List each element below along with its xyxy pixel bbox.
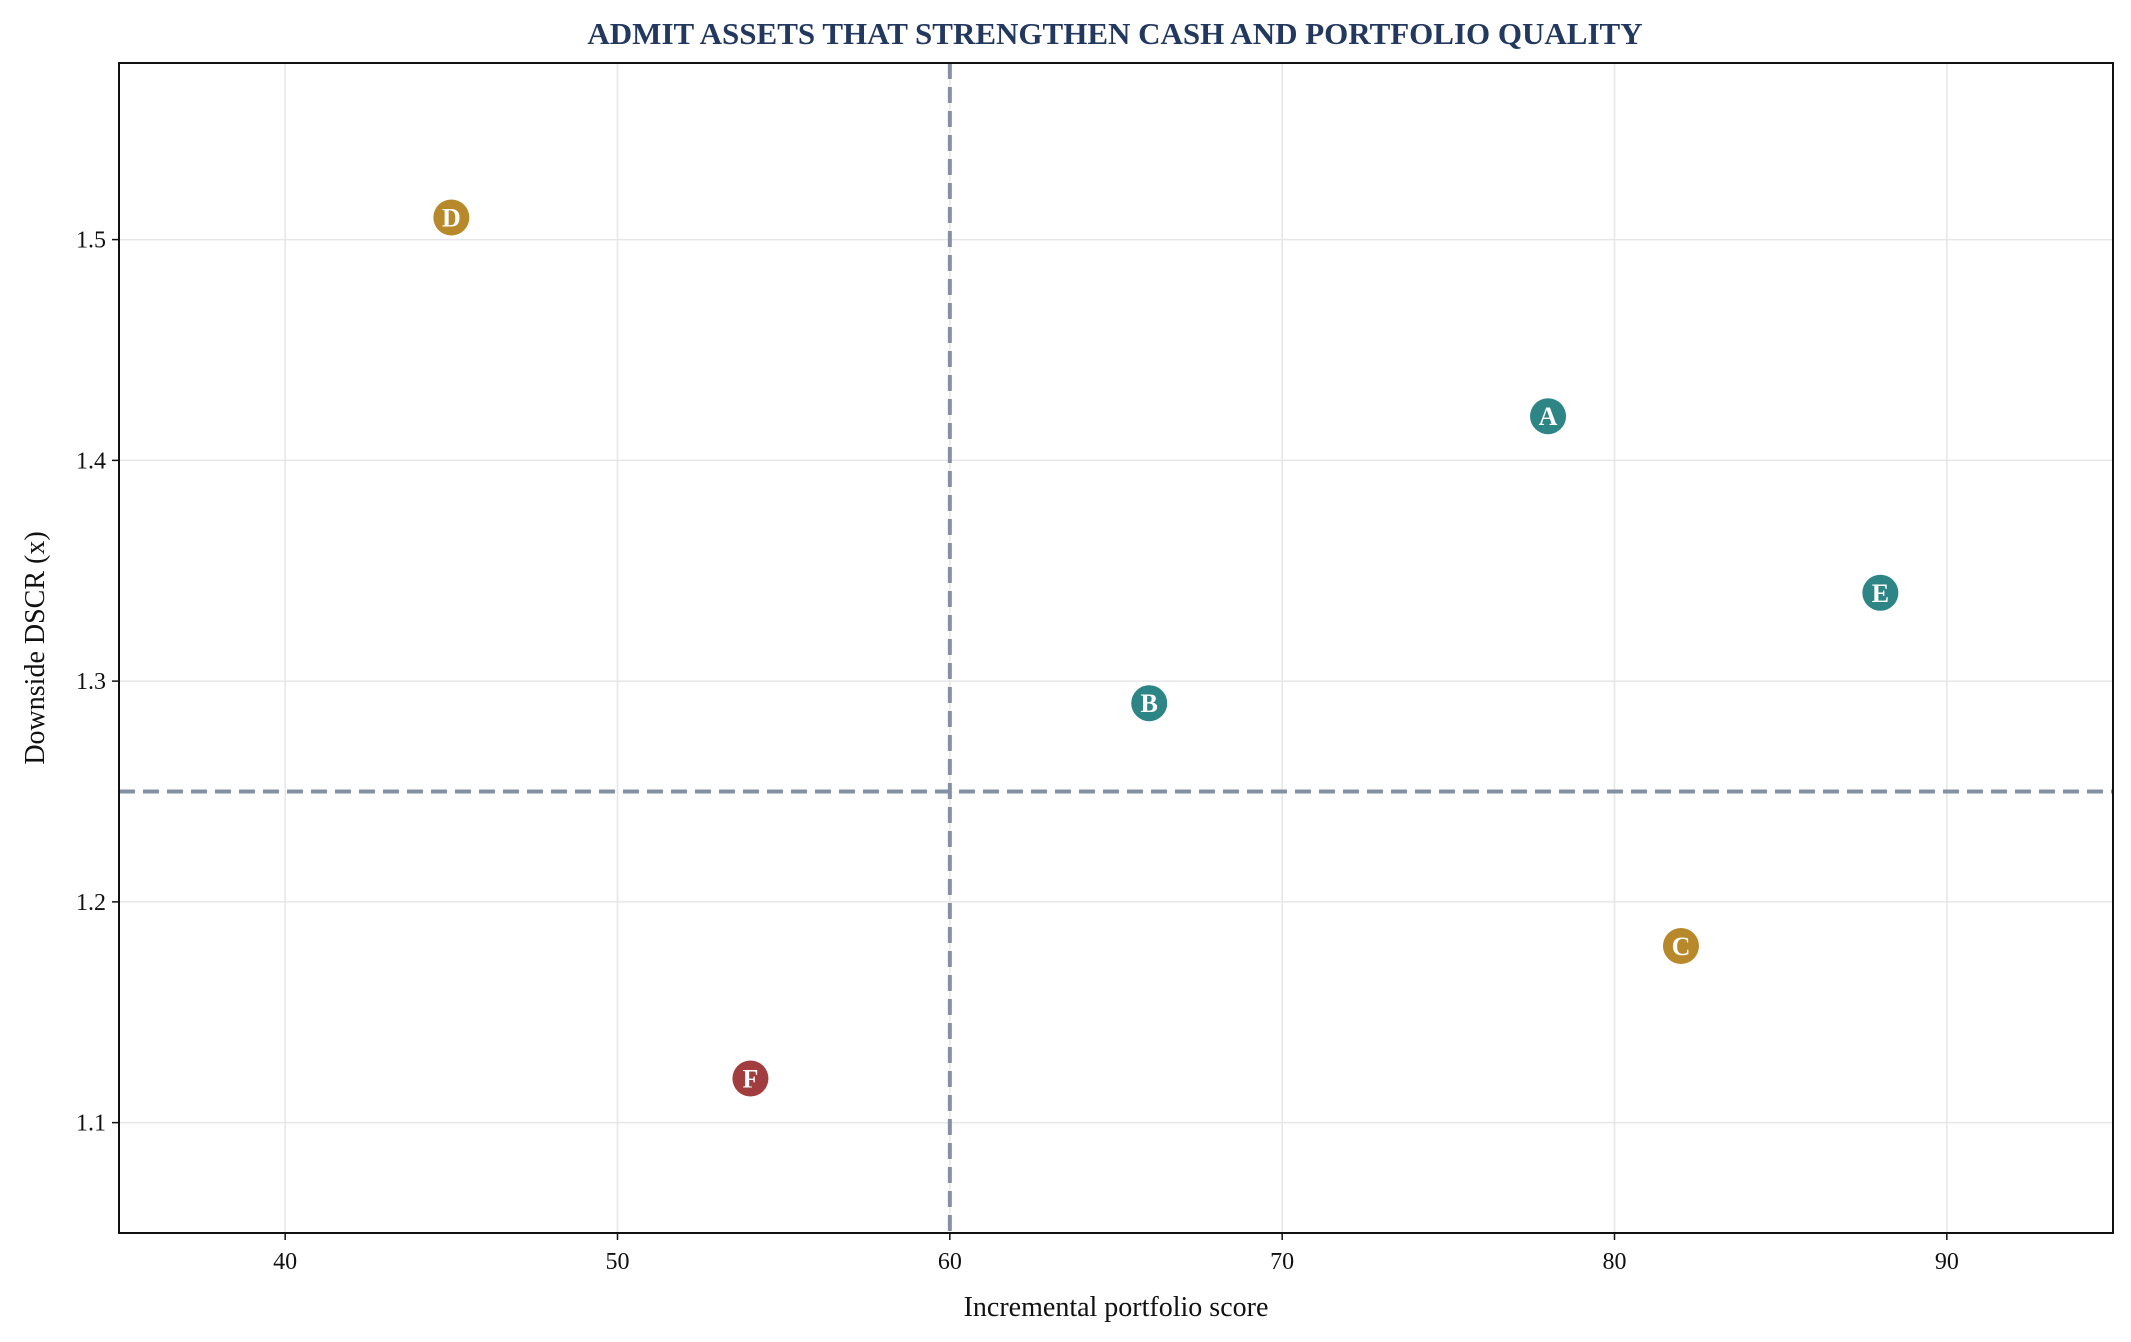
point-label: C bbox=[1672, 932, 1691, 961]
y-axis-label: Downside DSCR (x) bbox=[20, 531, 51, 764]
x-tick-label: 80 bbox=[1603, 1249, 1627, 1275]
x-tick-label: 70 bbox=[1270, 1249, 1294, 1275]
y-tick-label: 1.2 bbox=[76, 890, 106, 916]
y-tick-label: 1.4 bbox=[76, 448, 106, 474]
point-marker bbox=[1862, 574, 1899, 611]
x-axis: 40 50 60 70 80 90 bbox=[273, 1233, 1959, 1275]
x-tick-label: 50 bbox=[606, 1249, 630, 1275]
data-point-c: C bbox=[1662, 928, 1699, 965]
chart-title: ADMIT ASSETS THAT STRENGTHEN CASH AND PO… bbox=[587, 16, 1642, 51]
data-point-e: E bbox=[1862, 574, 1899, 611]
point-label: B bbox=[1141, 689, 1158, 718]
point-label: E bbox=[1872, 579, 1889, 608]
point-marker bbox=[1662, 928, 1699, 965]
data-point-f: F bbox=[732, 1060, 769, 1097]
data-points: A B C D E F bbox=[433, 199, 1899, 1097]
data-point-a: A bbox=[1530, 398, 1567, 435]
point-marker bbox=[1530, 398, 1567, 435]
reference-lines bbox=[119, 63, 2113, 1233]
point-marker bbox=[732, 1060, 769, 1097]
y-axis: 1.1 1.2 1.3 1.4 1.5 bbox=[76, 228, 119, 1137]
data-point-b: B bbox=[1131, 685, 1168, 722]
point-label: F bbox=[742, 1064, 758, 1093]
x-tick-label: 90 bbox=[1935, 1249, 1959, 1275]
y-tick-label: 1.5 bbox=[76, 228, 106, 254]
x-tick-label: 60 bbox=[938, 1249, 962, 1275]
data-point-d: D bbox=[433, 199, 470, 236]
x-tick-label: 40 bbox=[273, 1249, 297, 1275]
y-tick-label: 1.3 bbox=[76, 669, 106, 695]
point-label: D bbox=[442, 204, 461, 233]
x-axis-label: Incremental portfolio score bbox=[964, 1292, 1269, 1323]
y-tick-label: 1.1 bbox=[76, 1111, 106, 1137]
point-marker bbox=[433, 199, 470, 236]
point-label: A bbox=[1539, 402, 1558, 431]
plot-frame bbox=[118, 62, 2114, 1234]
point-marker bbox=[1131, 685, 1168, 722]
